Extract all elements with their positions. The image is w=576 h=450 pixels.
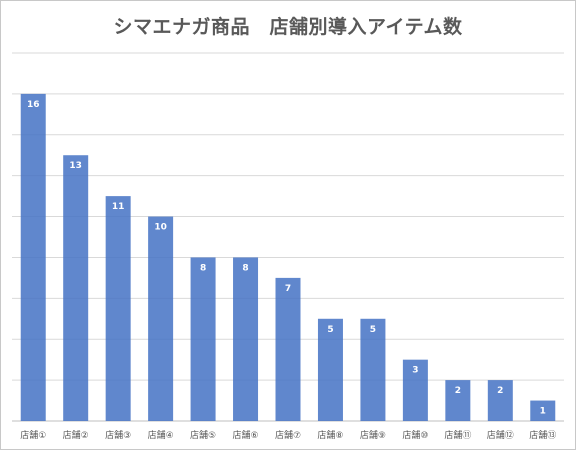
x-tick-labels: 店舗① 店舗② 店舗③ 店舗④ 店舗⑤ 店舗⑥ 店舗⑦ 店舗⑧ 店舗⑨ 店舗⑩ 店舗⑪ 店舗⑫ 店舗⑬ — [20, 429, 556, 441]
data-label: 8 — [200, 263, 206, 273]
data-label: 2 — [455, 386, 461, 396]
x-tick-label: 店舗⑪ — [444, 429, 471, 441]
bar — [233, 257, 259, 421]
data-label: 11 — [112, 202, 125, 212]
bar — [20, 93, 46, 421]
x-tick-label: 店舗⑦ — [275, 429, 301, 441]
data-label: 16 — [27, 100, 40, 110]
bar — [402, 359, 428, 421]
x-tick-label: 店舗① — [20, 429, 46, 441]
bars — [20, 93, 556, 421]
bar — [105, 196, 131, 421]
chart-title: シマエナガ商品 店舗別導入アイテム数 — [113, 16, 463, 38]
data-label: 5 — [327, 325, 333, 335]
data-label: 7 — [285, 284, 291, 294]
x-tick-label: 店舗② — [63, 429, 89, 441]
bar — [63, 155, 89, 421]
bar — [275, 277, 301, 421]
data-label: 10 — [154, 223, 167, 233]
x-tick-label: 店舗⑧ — [317, 429, 343, 441]
data-labels: 16 13 11 10 8 8 7 5 5 3 2 2 1 — [27, 100, 546, 417]
bar — [190, 257, 216, 421]
data-label: 3 — [412, 366, 418, 376]
data-label: 8 — [242, 263, 248, 273]
x-tick-label: 店舗④ — [148, 429, 174, 441]
x-tick-label: 店舗⑥ — [232, 429, 258, 441]
x-tick-label: 店舗③ — [105, 429, 131, 441]
bar — [530, 400, 556, 421]
data-label: 13 — [69, 161, 82, 171]
bar — [487, 380, 513, 421]
x-tick-label: 店舗⑤ — [190, 429, 216, 441]
x-tick-label: 店舗⑨ — [360, 429, 386, 441]
bar — [445, 380, 471, 421]
x-tick-label: 店舗⑬ — [529, 429, 556, 441]
x-tick-label: 店舗⑫ — [487, 429, 514, 441]
data-label: 1 — [540, 407, 546, 417]
data-label: 2 — [497, 386, 503, 396]
bar — [148, 216, 174, 421]
data-label: 5 — [370, 325, 376, 335]
bar — [360, 318, 386, 421]
x-tick-label: 店舗⑩ — [402, 429, 428, 441]
bar — [317, 318, 343, 421]
